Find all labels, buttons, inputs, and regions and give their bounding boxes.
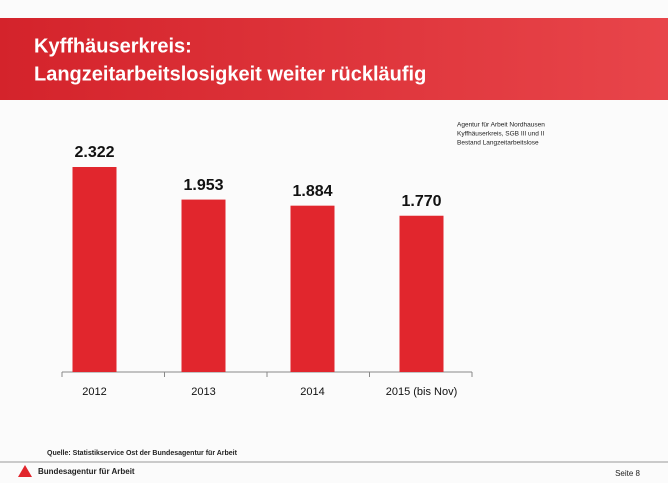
value-label: 1.884 <box>292 183 332 200</box>
value-label: 2.322 <box>74 144 114 161</box>
x-tick-label: 2014 <box>300 386 324 398</box>
bar <box>399 215 444 372</box>
bar <box>72 167 117 372</box>
title: Kyffhäuserkreis: <box>34 35 192 57</box>
note: Bestand Langzeitarbeitslose <box>457 140 539 147</box>
value-label: 1.770 <box>401 193 441 210</box>
note: Agentur für Arbeit Nordhausen <box>457 122 545 129</box>
note: Kyffhäuserkreis, SGB III und II <box>457 131 545 138</box>
x-tick-label: 2012 <box>82 386 106 398</box>
logo-icon <box>18 465 32 477</box>
header-band <box>0 18 668 100</box>
title: Langzeitarbeitslosigkeit weiter rückläuf… <box>34 63 426 85</box>
x-tick-label: 2015 (bis Nov) <box>386 386 458 398</box>
bar <box>290 205 335 372</box>
bar <box>181 199 226 372</box>
logo-text: Bundesagentur für Arbeit <box>38 467 135 476</box>
page-number: Seite 8 <box>615 469 640 478</box>
value-label: 1.953 <box>183 177 223 194</box>
x-tick-label: 2013 <box>191 386 215 398</box>
source: Quelle: Statistikservice Ost der Bundesa… <box>47 450 238 457</box>
